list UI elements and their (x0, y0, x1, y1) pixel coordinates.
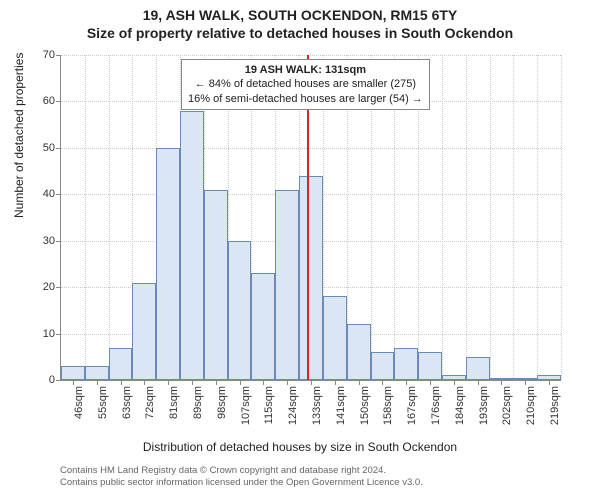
y-tick-label: 50 (43, 142, 55, 154)
x-axis-label: Distribution of detached houses by size … (0, 440, 600, 454)
x-tick-mark (311, 380, 312, 385)
chart-container: 19, ASH WALK, SOUTH OCKENDON, RM15 6TY S… (0, 0, 600, 500)
y-tick-label: 20 (43, 281, 55, 293)
x-tick-label: 193sqm (478, 386, 490, 425)
annotation-line-2: ← 84% of detached houses are smaller (27… (188, 77, 423, 91)
histogram-bar (180, 111, 204, 380)
y-tick-label: 40 (43, 188, 55, 200)
y-tick-mark (56, 148, 61, 149)
y-tick-mark (56, 380, 61, 381)
x-tick-mark (501, 380, 502, 385)
y-tick-mark (56, 241, 61, 242)
annotation-box: 19 ASH WALK: 131sqm ← 84% of detached ho… (181, 59, 430, 110)
x-tick-mark (430, 380, 431, 385)
grid-line-v (442, 55, 443, 380)
x-tick-label: 210sqm (525, 386, 537, 425)
x-tick-mark (287, 380, 288, 385)
x-tick-mark (525, 380, 526, 385)
title-line-2: Size of property relative to detached ho… (0, 24, 600, 42)
grid-line-v (561, 55, 562, 380)
x-tick-label: 63sqm (121, 386, 133, 419)
x-tick-label: 133sqm (311, 386, 323, 425)
y-tick-label: 0 (49, 374, 55, 386)
y-tick-mark (56, 334, 61, 335)
histogram-bar (275, 190, 299, 380)
annotation-line-1: 19 ASH WALK: 131sqm (188, 63, 423, 77)
title-line-1: 19, ASH WALK, SOUTH OCKENDON, RM15 6TY (0, 6, 600, 24)
histogram-bar (394, 348, 418, 381)
histogram-bar (466, 357, 490, 380)
grid-line-v (490, 55, 491, 380)
x-tick-label: 141sqm (335, 386, 347, 425)
x-tick-mark (454, 380, 455, 385)
x-tick-label: 202sqm (501, 386, 513, 425)
x-tick-mark (97, 380, 98, 385)
grid-line-v (537, 55, 538, 380)
x-tick-label: 107sqm (240, 386, 252, 425)
histogram-bar (156, 148, 180, 380)
histogram-bar (371, 352, 395, 380)
x-tick-label: 81sqm (168, 386, 180, 419)
x-tick-label: 158sqm (382, 386, 394, 425)
y-axis-label: Number of detached properties (12, 53, 26, 218)
histogram-bar (228, 241, 252, 380)
x-tick-label: 219sqm (549, 386, 561, 425)
x-tick-label: 150sqm (359, 386, 371, 425)
grid-line-v (109, 55, 110, 380)
footer: Contains HM Land Registry data © Crown c… (60, 465, 423, 490)
x-tick-label: 72sqm (144, 386, 156, 419)
x-tick-mark (335, 380, 336, 385)
x-tick-mark (359, 380, 360, 385)
grid-line-v (466, 55, 467, 380)
histogram-bar (299, 176, 323, 380)
x-tick-mark (549, 380, 550, 385)
x-tick-label: 176sqm (430, 386, 442, 425)
footer-line-2: Contains public sector information licen… (60, 477, 423, 489)
histogram-bar (347, 324, 371, 380)
x-tick-label: 115sqm (263, 386, 275, 424)
x-tick-label: 46sqm (73, 386, 85, 419)
grid-line-v (513, 55, 514, 380)
x-tick-mark (121, 380, 122, 385)
histogram-bar (323, 296, 347, 380)
x-tick-label: 167sqm (406, 386, 418, 425)
x-tick-mark (216, 380, 217, 385)
y-tick-label: 60 (43, 95, 55, 107)
y-tick-mark (56, 287, 61, 288)
histogram-bar (85, 366, 109, 380)
x-tick-label: 124sqm (287, 386, 299, 425)
histogram-bar (132, 283, 156, 381)
x-tick-mark (240, 380, 241, 385)
x-tick-mark (382, 380, 383, 385)
footer-line-1: Contains HM Land Registry data © Crown c… (60, 465, 423, 477)
y-tick-label: 30 (43, 235, 55, 247)
x-tick-mark (192, 380, 193, 385)
x-tick-label: 89sqm (192, 386, 204, 419)
x-tick-mark (478, 380, 479, 385)
x-tick-label: 55sqm (97, 386, 109, 419)
grid-line-h (61, 55, 561, 56)
x-tick-mark (406, 380, 407, 385)
grid-line-v (85, 55, 86, 380)
histogram-bar (109, 348, 133, 381)
x-tick-mark (168, 380, 169, 385)
x-tick-mark (263, 380, 264, 385)
x-tick-mark (73, 380, 74, 385)
y-tick-mark (56, 194, 61, 195)
annotation-line-3: 16% of semi-detached houses are larger (… (188, 92, 423, 106)
x-tick-label: 98sqm (216, 386, 228, 419)
y-tick-label: 10 (43, 328, 55, 340)
y-tick-mark (56, 101, 61, 102)
histogram-bar (204, 190, 228, 380)
chart-title: 19, ASH WALK, SOUTH OCKENDON, RM15 6TY S… (0, 0, 600, 42)
x-tick-mark (144, 380, 145, 385)
histogram-bar (61, 366, 85, 380)
y-tick-mark (56, 55, 61, 56)
plot-area: 01020304050607046sqm55sqm63sqm72sqm81sqm… (60, 55, 561, 381)
y-tick-label: 70 (43, 49, 55, 61)
histogram-bar (418, 352, 442, 380)
x-tick-label: 184sqm (454, 386, 466, 425)
histogram-bar (251, 273, 275, 380)
grid-line-h (61, 148, 561, 149)
